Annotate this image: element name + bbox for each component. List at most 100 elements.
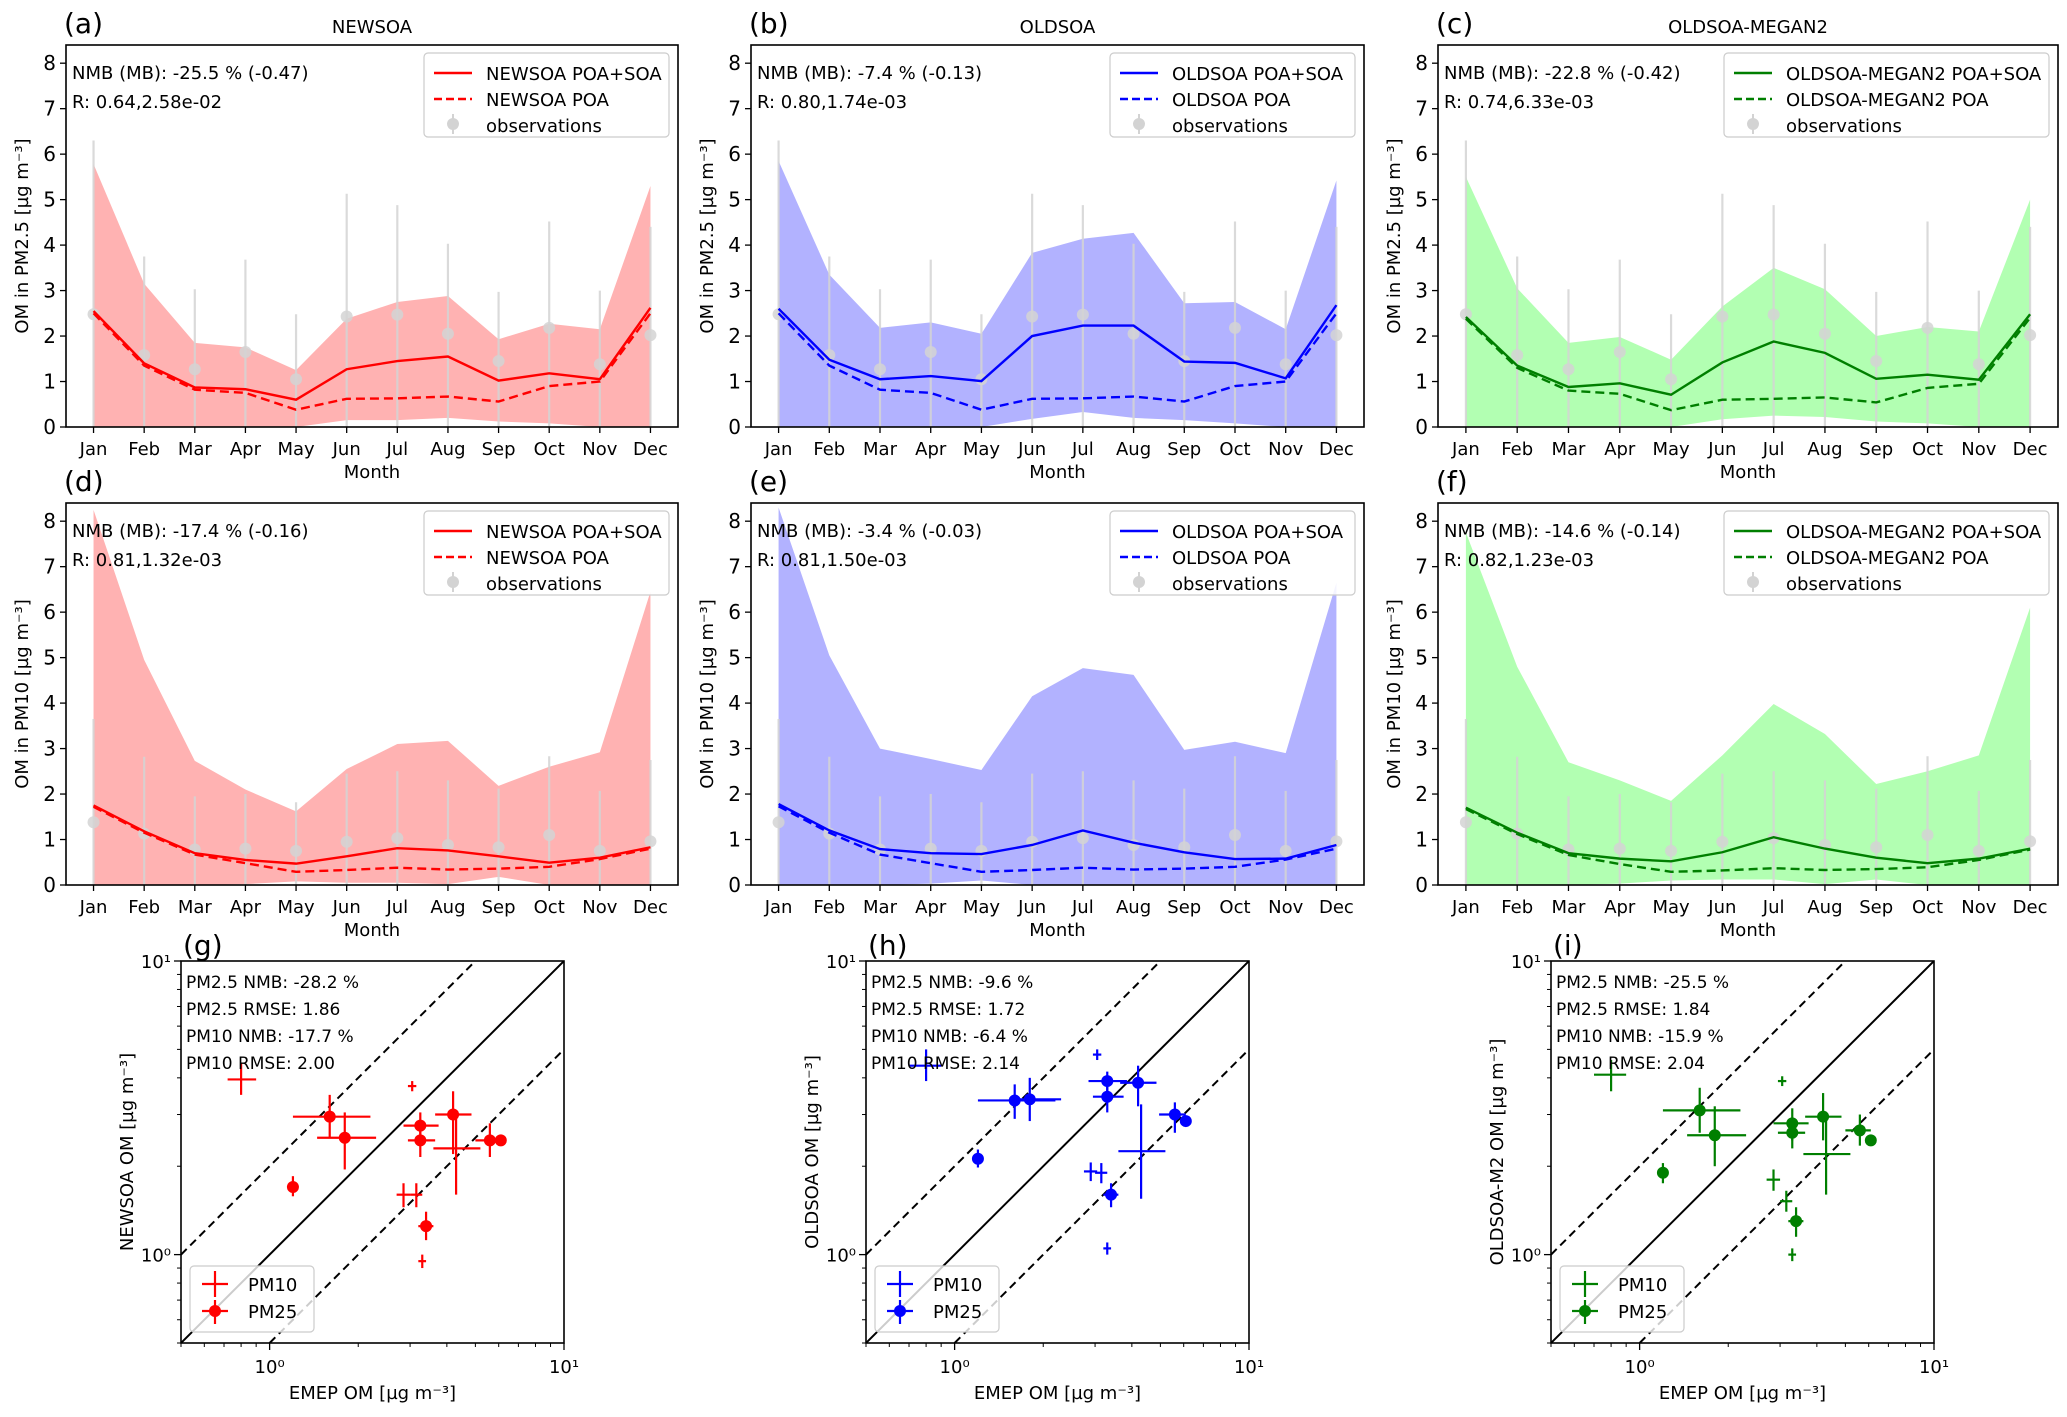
x-tick-label: Sep [482, 439, 516, 460]
y-tick-label: 3 [43, 279, 56, 303]
pm25-point [286, 1180, 299, 1193]
y-tick-label: 6 [728, 142, 741, 166]
x-tick-label: Nov [1268, 439, 1303, 460]
panel-f: 0 1 2 3 4 5 6 7 8 Jan Feb Mar Apr May Jun Jul Aug Sep Oct N… [1384, 465, 2059, 941]
observation-point [1716, 310, 1729, 323]
pm25-point [1132, 1076, 1145, 1089]
panel-label: (b) [749, 7, 789, 40]
axes-frame [1437, 44, 2059, 428]
scatter-stat: PM10 RMSE: 2.00 [186, 1054, 335, 1074]
scatter-stat: PM2.5 RMSE: 1.84 [1556, 1000, 1710, 1020]
pm25-point [447, 1108, 460, 1121]
x-tick-label: Jan [79, 897, 108, 918]
x-tick-label: Dec [2013, 439, 2048, 460]
y-tick-label: 4 [43, 233, 56, 257]
x-axis-label: Month [344, 462, 400, 483]
x-tick-label: 10⁰ [940, 1357, 970, 1378]
observation-point [87, 816, 100, 829]
legend-box [1723, 52, 2050, 138]
model-range-band [93, 509, 651, 885]
x-tick-label: Apr [915, 897, 947, 918]
x-tick-label: Feb [128, 439, 160, 460]
observation-point [874, 363, 887, 376]
y-tick-label: 8 [43, 51, 56, 75]
legend-label: OLDSOA POA [1172, 548, 1291, 569]
legend-label: OLDSOA POA+SOA [1172, 64, 1344, 85]
legend-label: observations [1172, 116, 1288, 137]
y-axis-label: OM in PM2.5 [µg m⁻³] [697, 138, 718, 333]
x-tick-label: Feb [128, 897, 160, 918]
axes-frame [1437, 502, 2059, 886]
observation-point [1665, 373, 1678, 386]
axes-frame [865, 960, 1250, 1344]
observation-point [2024, 329, 2037, 342]
legend: PM10 PM25 [189, 1265, 315, 1333]
pm25-point [1101, 1075, 1114, 1088]
observation-point [1972, 358, 1985, 371]
y-tick-label: 3 [1415, 279, 1428, 303]
legend: PM10 PM25 [874, 1265, 1000, 1333]
scatter-stat: PM10 RMSE: 2.14 [871, 1054, 1020, 1074]
panel-e: 0 1 2 3 4 5 6 7 8 Jan Feb Mar Apr May Jun Jul Aug Sep Oct N… [697, 465, 1365, 941]
x-tick-label: Feb [813, 897, 845, 918]
series-poa-soa-line [777, 304, 1338, 383]
observation-point [391, 832, 404, 845]
legend-label: OLDSOA-MEGAN2 POA [1786, 90, 1989, 111]
pm25-point [1864, 1134, 1877, 1147]
x-tick-label: Jul [1762, 897, 1785, 918]
x-tick-label: May [963, 439, 1001, 460]
x-tick-label: May [1652, 439, 1690, 460]
observation-point [1330, 329, 1343, 342]
y-tick-label: 8 [728, 509, 741, 533]
observation-point [1818, 327, 1831, 340]
observation-point [1178, 841, 1191, 854]
x-tick-label: Dec [633, 439, 668, 460]
pm25-point [1786, 1126, 1799, 1139]
pm25-point [414, 1134, 427, 1147]
x-tick-label: Feb [1501, 897, 1533, 918]
series-poa-line [777, 312, 1338, 411]
x-tick-label: Apr [915, 439, 947, 460]
pm25-point [1790, 1215, 1803, 1228]
axes-frame [65, 502, 679, 886]
y-tick-label: 1 [43, 370, 56, 394]
y-tick-label: 6 [1415, 600, 1428, 624]
x-tick-label: Feb [813, 439, 845, 460]
legend: OLDSOA-MEGAN2 POA+SOA OLDSOA-MEGAN2 POA ob… [1723, 52, 2050, 138]
series-poa-line [778, 805, 1337, 874]
x-tick-label: Sep [1167, 439, 1201, 460]
y-tick-label: 7 [1415, 555, 1428, 579]
x-tick-label: Dec [1319, 439, 1354, 460]
observation-point [290, 373, 303, 386]
y-tick-label: 5 [43, 646, 56, 670]
y-tick-label: 10¹ [1511, 952, 1541, 973]
x-tick-label: Mar [863, 439, 898, 460]
panel-b: 0 1 2 3 4 5 6 7 8 Jan Feb Mar Apr May Jun Jul Aug Sep Oct N… [697, 7, 1365, 483]
x-tick-label: Apr [230, 897, 262, 918]
x-tick-label: Jun [1707, 439, 1736, 460]
x-tick-label: Oct [1912, 897, 1943, 918]
y-tick-label: 0 [728, 873, 741, 897]
legend-label: observations [1786, 116, 1902, 137]
y-tick-label: 6 [43, 142, 56, 166]
axes-frame [180, 960, 565, 1344]
panel-title: NEWSOA [332, 17, 413, 38]
x-tick-label: Oct [1912, 439, 1943, 460]
series-poa-soa-line [92, 307, 652, 401]
model-range-band [1465, 532, 2031, 885]
x-tick-label: Sep [1167, 897, 1201, 918]
x-tick-label: Mar [863, 897, 898, 918]
observation-point [1459, 308, 1472, 321]
y-tick-label: 8 [1415, 51, 1428, 75]
y-axis-label: OLDSOA-M2 OM [µg m⁻³] [1487, 1039, 1508, 1266]
y-axis-label: OM in PM10 [µg m⁻³] [1384, 599, 1405, 788]
pm25-point [1168, 1108, 1181, 1121]
legend-obs-marker-icon [1747, 118, 1759, 130]
legend-obs-marker-icon [1133, 576, 1145, 588]
y-axis-label: OLDSOA OM [µg m⁻³] [802, 1055, 823, 1249]
x-tick-label: Dec [633, 897, 668, 918]
legend-label: OLDSOA POA [1172, 90, 1291, 111]
observation-point [1921, 321, 1934, 334]
x-tick-label: Jan [1451, 897, 1480, 918]
y-tick-label: 5 [1415, 646, 1428, 670]
